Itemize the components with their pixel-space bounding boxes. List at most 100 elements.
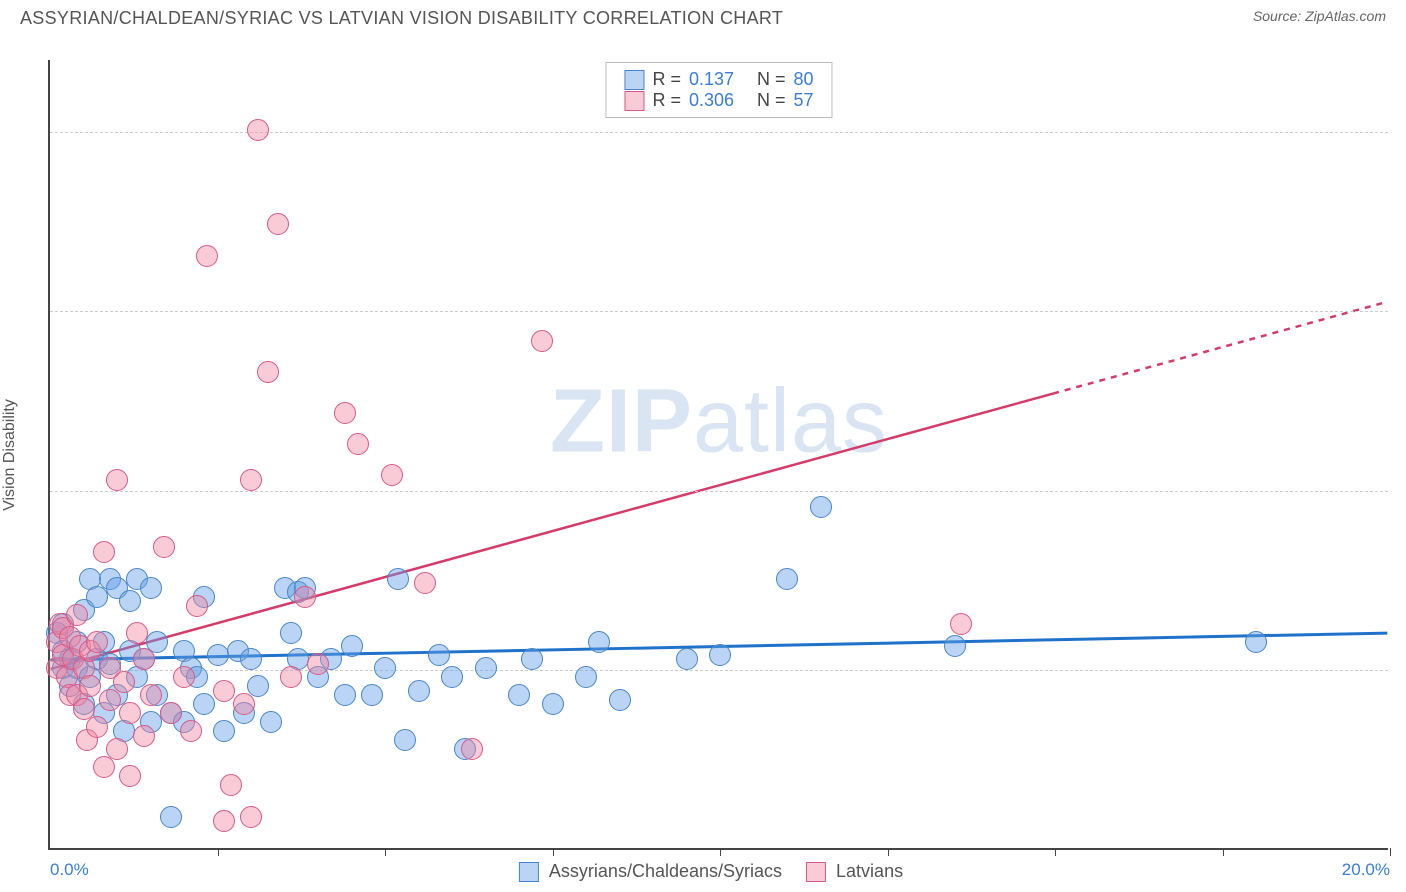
- data-point: [408, 680, 430, 702]
- data-point: [173, 666, 195, 688]
- regression-lines: [50, 60, 1388, 848]
- data-point: [186, 595, 208, 617]
- legend-swatch: [624, 91, 644, 111]
- data-point: [140, 684, 162, 706]
- x-tick-mark: [385, 848, 386, 856]
- legend-stat-value: 57: [794, 90, 814, 111]
- data-point: [86, 716, 108, 738]
- legend-stat-row: R =0.306N =57: [624, 90, 813, 111]
- data-point: [99, 689, 121, 711]
- data-point: [441, 666, 463, 688]
- data-point: [93, 541, 115, 563]
- data-point: [334, 684, 356, 706]
- data-point: [119, 702, 141, 724]
- data-point: [119, 590, 141, 612]
- data-point: [247, 119, 269, 141]
- data-point: [676, 648, 698, 670]
- gridline: [50, 670, 1388, 671]
- y-axis-label: Vision Disability: [1, 399, 19, 511]
- data-point: [79, 675, 101, 697]
- data-point: [196, 245, 218, 267]
- legend-stat-label: N =: [757, 90, 786, 111]
- legend-stat-value: 80: [794, 69, 814, 90]
- data-point: [280, 666, 302, 688]
- data-point: [113, 671, 135, 693]
- data-point: [461, 738, 483, 760]
- data-point: [508, 684, 530, 706]
- plot-area: ZIPatlas R =0.137N =80R =0.306N =57 2.0%…: [48, 60, 1388, 850]
- data-point: [294, 586, 316, 608]
- data-point: [213, 810, 235, 832]
- data-point: [944, 635, 966, 657]
- data-point: [66, 604, 88, 626]
- data-point: [709, 644, 731, 666]
- data-point: [207, 644, 229, 666]
- legend-stat-label: R =: [652, 69, 681, 90]
- data-point: [810, 496, 832, 518]
- data-point: [240, 806, 262, 828]
- source-label: Source: ZipAtlas.com: [1253, 8, 1386, 24]
- data-point: [950, 613, 972, 635]
- x-tick-label: 20.0%: [1342, 860, 1390, 880]
- data-point: [160, 806, 182, 828]
- data-point: [475, 657, 497, 679]
- data-point: [1245, 631, 1267, 653]
- legend-stats: R =0.137N =80R =0.306N =57: [605, 62, 832, 118]
- data-point: [588, 631, 610, 653]
- legend-series: Assyrians/Chaldeans/Syriacs Latvians: [515, 861, 921, 882]
- data-point: [381, 464, 403, 486]
- legend-stat-value: 0.137: [689, 69, 749, 90]
- data-point: [213, 720, 235, 742]
- page-title: ASSYRIAN/CHALDEAN/SYRIAC VS LATVIAN VISI…: [20, 8, 783, 29]
- data-point: [180, 720, 202, 742]
- legend-series-label: Latvians: [836, 861, 903, 882]
- data-point: [140, 577, 162, 599]
- data-point: [347, 433, 369, 455]
- x-tick-mark: [1223, 848, 1224, 856]
- gridline: [50, 491, 1388, 492]
- legend-stat-row: R =0.137N =80: [624, 69, 813, 90]
- chart-container: Vision Disability ZIPatlas R =0.137N =80…: [48, 60, 1388, 850]
- data-point: [521, 648, 543, 670]
- legend-series-label: Assyrians/Chaldeans/Syriacs: [549, 861, 782, 882]
- x-tick-label: 0.0%: [50, 860, 89, 880]
- data-point: [260, 711, 282, 733]
- legend-swatch: [519, 862, 539, 882]
- data-point: [609, 689, 631, 711]
- data-point: [776, 568, 798, 590]
- data-point: [119, 765, 141, 787]
- x-tick-mark: [888, 848, 889, 856]
- data-point: [106, 469, 128, 491]
- data-point: [387, 568, 409, 590]
- data-point: [280, 622, 302, 644]
- data-point: [542, 693, 564, 715]
- x-tick-mark: [218, 848, 219, 856]
- data-point: [531, 330, 553, 352]
- data-point: [153, 536, 175, 558]
- data-point: [160, 702, 182, 724]
- data-point: [106, 738, 128, 760]
- data-point: [233, 693, 255, 715]
- data-point: [133, 725, 155, 747]
- data-point: [213, 680, 235, 702]
- x-tick-mark: [720, 848, 721, 856]
- legend-swatch: [806, 862, 826, 882]
- data-point: [334, 402, 356, 424]
- x-tick-mark: [553, 848, 554, 856]
- data-point: [220, 774, 242, 796]
- data-point: [86, 631, 108, 653]
- data-point: [414, 572, 436, 594]
- legend-stat-label: R =: [652, 90, 681, 111]
- x-tick-mark: [1390, 848, 1391, 856]
- data-point: [240, 648, 262, 670]
- data-point: [307, 653, 329, 675]
- data-point: [257, 361, 279, 383]
- data-point: [428, 644, 450, 666]
- watermark: ZIPatlas: [550, 371, 888, 474]
- data-point: [575, 666, 597, 688]
- data-point: [126, 622, 148, 644]
- data-point: [267, 213, 289, 235]
- data-point: [394, 729, 416, 751]
- x-tick-mark: [1055, 848, 1056, 856]
- legend-swatch: [624, 70, 644, 90]
